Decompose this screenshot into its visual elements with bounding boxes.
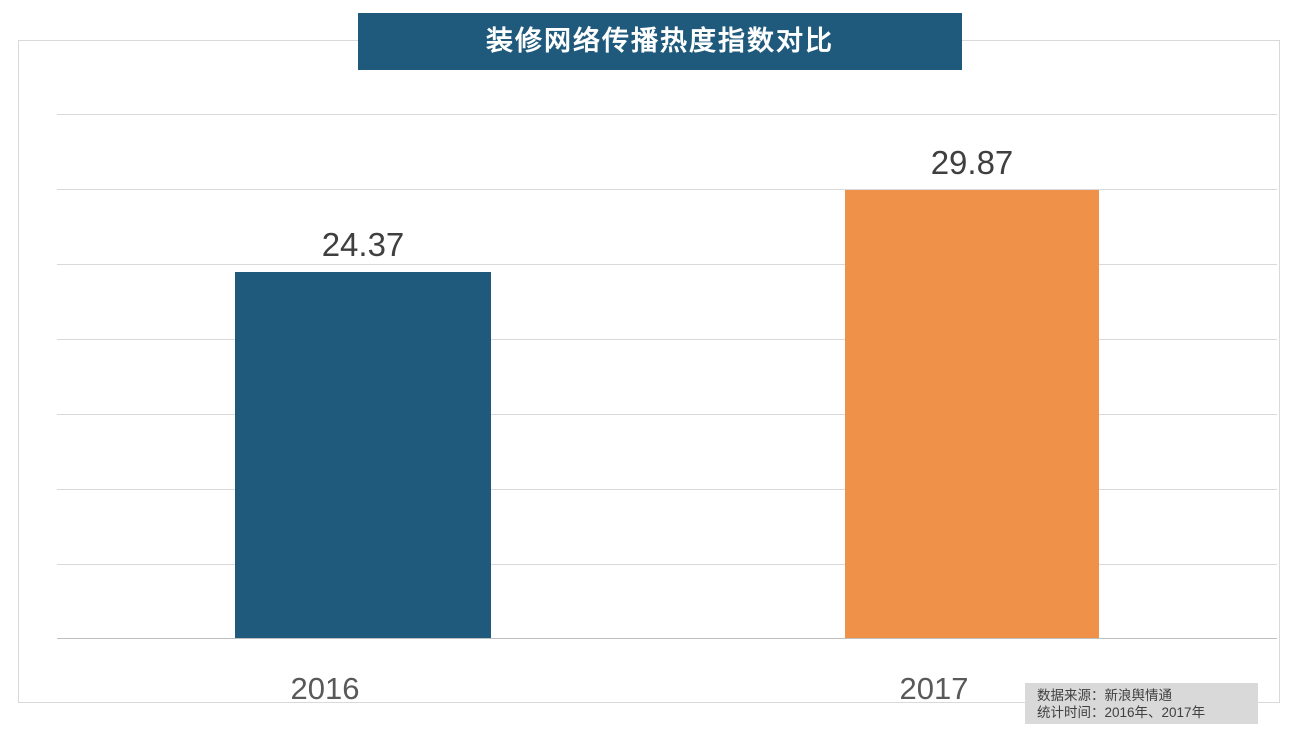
gridline-5 — [57, 564, 1277, 565]
source-line-period: 统计时间：2016年、2017年 — [1037, 705, 1206, 720]
gridline-35 — [57, 114, 1277, 115]
source-note-box: 数据来源：新浪舆情通 统计时间：2016年、2017年 — [1025, 683, 1258, 724]
axis-baseline — [57, 638, 1277, 639]
source-line-origin: 数据来源：新浪舆情通 — [1037, 688, 1172, 703]
gridline-10 — [57, 489, 1277, 490]
chart-frame: 24.37 29.87 2016 2017 — [18, 40, 1280, 706]
data-label-2016: 24.37 — [321, 226, 405, 263]
data-label-2017: 29.87 — [930, 144, 1014, 181]
gridline-20 — [57, 339, 1277, 340]
chart-title-banner: 装修网络传播热度指数对比 — [358, 13, 962, 70]
bar-2016[interactable] — [235, 272, 491, 638]
plot-area: 24.37 29.87 — [57, 114, 1277, 639]
gridline-25 — [57, 264, 1277, 265]
page-title: 装修网络传播热度指数对比 — [486, 26, 834, 56]
gridline-15 — [57, 414, 1277, 415]
category-label-2016: 2016 — [290, 671, 360, 706]
bar-2017[interactable] — [845, 190, 1099, 638]
category-label-2017: 2017 — [899, 671, 969, 706]
gridline-30 — [57, 189, 1277, 190]
